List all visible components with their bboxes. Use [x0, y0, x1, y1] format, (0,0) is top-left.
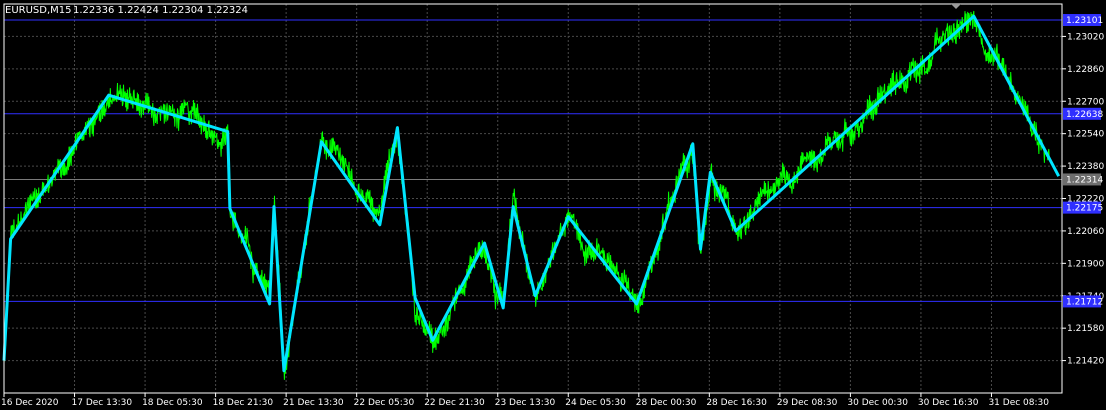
x-tick-label: 28 Dec 16:30 [706, 398, 767, 408]
zigzag-line [2, 14, 1061, 373]
y-tick-label: 1.23020 [1067, 32, 1104, 42]
level-price-label: 1.21712 [1066, 297, 1103, 307]
level-price-label: 1.22175 [1066, 204, 1103, 214]
x-tick-label: 22 Dec 21:30 [424, 398, 485, 408]
x-tick-label: 30 Dec 16:30 [918, 398, 979, 408]
chart-symbol: EURUSD,M15 [5, 5, 71, 16]
level-price-label: 1.22638 [1066, 110, 1103, 120]
level-price-label-bg [1063, 201, 1101, 214]
chart-shift-marker-icon[interactable] [951, 4, 961, 9]
current-price-label-bg [1063, 173, 1101, 186]
y-tick-label: 1.21420 [1067, 357, 1104, 367]
x-tick-label: 30 Dec 00:30 [847, 398, 908, 408]
level-price-label: 1.23101 [1066, 16, 1103, 26]
x-tick-label: 29 Dec 08:30 [777, 398, 838, 408]
y-tick-label: 1.22700 [1067, 97, 1104, 107]
y-tick-label: 1.21900 [1067, 259, 1104, 269]
x-tick-label: 21 Dec 13:30 [283, 398, 344, 408]
current-price-label: 1.22314 [1066, 175, 1103, 185]
level-price-labels: 1.23101 1.22638 1.22175 1.21712 1.22314 [1063, 14, 1103, 308]
level-price-label-bg [1063, 107, 1101, 120]
horizontal-levels[interactable] [4, 19, 1062, 302]
level-price-label-bg [1063, 295, 1101, 308]
time-axis: 16 Dec 2020 17 Dec 13:30 18 Dec 05:30 18 De… [1, 393, 1049, 408]
y-tick-label: 1.22540 [1067, 130, 1104, 140]
y-tick-label: 1.22860 [1067, 65, 1104, 75]
x-tick-label: 18 Dec 05:30 [142, 398, 203, 408]
y-tick-label: 1.22060 [1067, 227, 1104, 237]
x-tick-label: 18 Dec 21:30 [213, 398, 274, 408]
x-tick-label: 16 Dec 2020 [1, 398, 59, 408]
y-tick-label: 1.21580 [1067, 324, 1104, 334]
x-tick-label: 24 Dec 05:30 [565, 398, 626, 408]
y-tick-label: 1.22220 [1067, 195, 1104, 205]
x-tick-label: 28 Dec 00:30 [636, 398, 697, 408]
x-tick-label: 31 Dec 08:30 [988, 398, 1049, 408]
x-tick-label: 17 Dec 13:30 [72, 398, 133, 408]
level-price-label-bg [1063, 14, 1101, 27]
x-tick-label: 22 Dec 05:30 [354, 398, 415, 408]
y-tick-label: 1.22380 [1067, 162, 1104, 172]
x-tick-label: 23 Dec 13:30 [495, 398, 556, 408]
chart-ohlc: 1.22336 1.22424 1.22304 1.22324 [73, 5, 248, 16]
